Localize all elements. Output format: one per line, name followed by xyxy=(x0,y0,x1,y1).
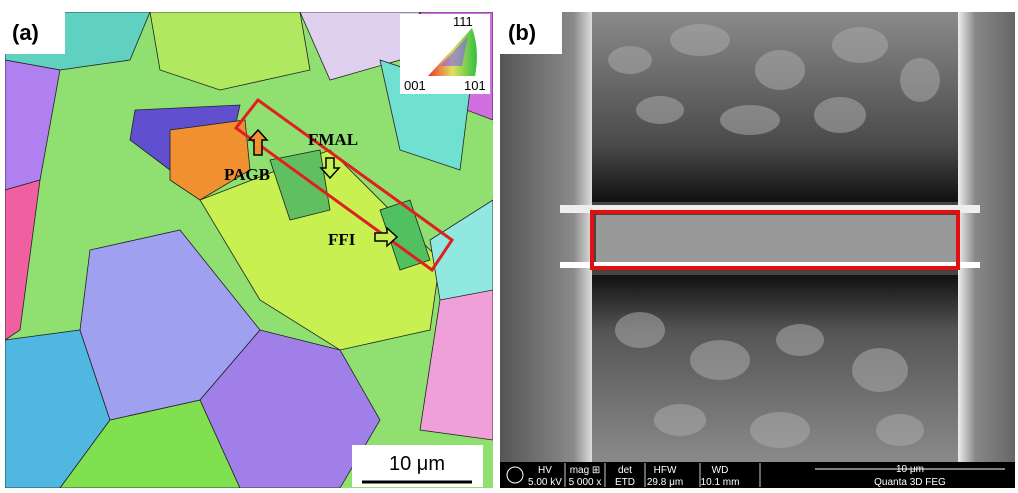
databar-value: 5 000 x xyxy=(569,477,602,488)
panel-label: (b) xyxy=(508,20,536,45)
databar-value: ETD xyxy=(615,477,635,488)
databar-header: WD xyxy=(712,465,729,476)
databar-value: 29.8 μm xyxy=(647,477,683,488)
databar-value: 10.1 mm xyxy=(701,477,740,488)
scale-label: 10 μm xyxy=(389,453,445,475)
databar-value: 5.00 kV xyxy=(528,477,562,488)
annotation: FFI xyxy=(328,230,356,249)
annotation: PAGB xyxy=(224,165,270,184)
legend-label: 111 xyxy=(453,14,473,29)
databar-scale: 10 μm xyxy=(896,464,924,475)
databar-instrument: Quanta 3D FEG xyxy=(874,477,946,488)
databar-header: det xyxy=(618,465,632,476)
databar-header: HFW xyxy=(654,465,677,476)
annotation: FMAL xyxy=(308,130,358,149)
databar-header: HV xyxy=(538,465,552,476)
legend-label: 001 xyxy=(404,78,426,93)
legend-label: 101 xyxy=(464,78,486,93)
sem-image xyxy=(500,12,1015,462)
panel-label: (a) xyxy=(12,20,39,45)
figure: (a) FMAL PAGB FFI 111 001 101 10 μm (b) … xyxy=(0,0,1018,493)
databar-header: mag ⊞ xyxy=(570,465,601,476)
